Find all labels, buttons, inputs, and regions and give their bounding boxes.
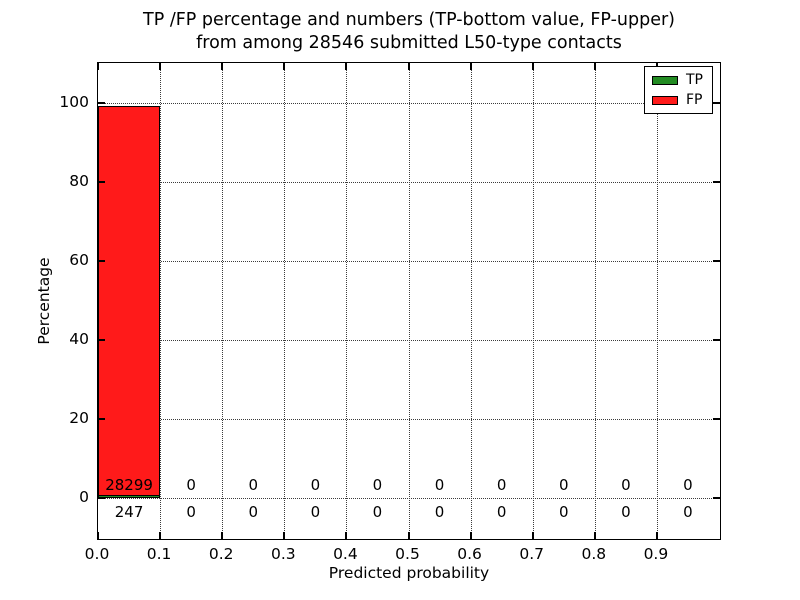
legend-entry-tp: TP [652,72,703,88]
count-annotation-tp: 0 [558,503,569,522]
x-tick-mark [159,532,162,539]
legend-entry-fp: FP [652,92,703,108]
x-tick-mark [97,532,99,539]
y-tick-mark [98,339,105,342]
count-annotation-tp: 0 [496,503,507,522]
count-annotation-fp: 0 [558,476,569,495]
bar-tp [98,494,161,499]
y-tick-label: 0 [79,488,89,507]
x-tick-mark-top [221,63,224,70]
y-tick-label: 20 [69,409,89,428]
x-tick-label: 0.1 [146,545,172,563]
y-tick-mark-right [713,259,720,262]
y-tick-mark-right [713,418,720,421]
x-tick-mark [655,532,658,539]
x-tick-mark [283,532,286,539]
count-annotation-fp: 0 [248,476,259,495]
count-annotation-fp: 0 [621,476,631,495]
chart-title: TP /FP percentage and numbers (TP-bottom… [143,10,675,30]
x-tick-mark-top [97,63,99,70]
count-annotation-tp: 0 [186,503,196,522]
x-tick-mark-top [407,63,410,70]
y-tick-mark [98,259,105,262]
count-annotation-tp: 247 [114,503,144,522]
y-tick-mark [98,180,105,183]
x-tick-mark-top [469,63,472,70]
legend-label-fp: FP [686,92,703,108]
vertical-gridline [470,63,472,539]
x-tick-mark [345,532,348,539]
x-tick-label: 0.6 [457,545,482,563]
x-tick-label: 0.4 [333,545,358,563]
count-annotation-tp: 0 [310,503,321,522]
count-annotation-fp: 28299 [105,476,153,495]
x-tick-label: 0.5 [395,545,420,563]
count-annotation-fp: 0 [683,476,693,495]
y-tick-label: 60 [69,250,89,269]
x-tick-label: 0.2 [208,545,234,563]
chart-subtitle: from among 28546 submitted L50-type cont… [196,33,622,53]
y-tick-mark [98,497,105,500]
bar-fp [98,106,161,499]
count-annotation-tp: 0 [683,503,693,522]
horizontal-gridline [98,419,720,421]
plot-area: TP FP 247 0 0 0 0 0 0 0 0 0 28299 0 0 0 0 0 0 0 0 0 [97,62,721,540]
y-tick-mark-right [713,497,720,500]
vertical-gridline [160,63,162,539]
count-annotation-fp: 0 [434,476,445,495]
y-tick-mark [98,101,105,104]
y-tick-mark-right [713,101,720,104]
x-tick-mark [407,532,410,539]
horizontal-gridline [98,181,720,183]
x-tick-mark [469,532,472,539]
legend: TP FP [644,66,713,114]
horizontal-gridline [98,498,720,500]
horizontal-gridline [98,260,720,262]
x-tick-mark [531,532,534,539]
vertical-gridline [532,63,534,539]
x-tick-mark [221,532,224,539]
count-annotation-fp: 0 [496,476,507,495]
x-tick-label: 0.9 [643,545,669,563]
vertical-gridline [656,63,658,539]
count-annotation-tp: 0 [621,503,631,522]
vertical-gridline [594,63,596,539]
count-annotation-tp: 0 [372,503,383,522]
horizontal-gridline [98,340,720,342]
y-tick-mark-right [713,180,720,183]
x-tick-label: 0.8 [581,545,607,563]
vertical-gridline [346,63,348,539]
x-axis-label: Predicted probability [328,564,490,582]
x-tick-label: 0.7 [519,545,545,563]
vertical-gridline [408,63,410,539]
legend-label-tp: TP [686,72,703,88]
x-tick-mark [593,532,596,539]
vertical-gridline [284,63,286,539]
y-tick-label: 40 [69,330,89,349]
x-tick-mark-top [531,63,534,70]
x-tick-mark-top [159,63,162,70]
count-annotation-fp: 0 [186,476,196,495]
x-tick-mark-top [345,63,348,70]
y-tick-label: 80 [69,171,89,190]
y-tick-mark [98,418,105,421]
x-tick-label: 0.0 [84,545,110,563]
x-tick-mark-top [593,63,596,70]
count-annotation-fp: 0 [310,476,321,495]
fp-color-swatch [652,95,678,105]
x-tick-mark-top [283,63,286,70]
vertical-gridline [222,63,224,539]
horizontal-gridline [98,102,720,104]
chart-title-block: TP /FP percentage and numbers (TP-bottom… [97,9,721,55]
y-tick-label: 100 [59,92,89,111]
count-annotation-tp: 0 [248,503,259,522]
y-tick-mark-right [713,339,720,342]
count-annotation-tp: 0 [434,503,445,522]
x-tick-label: 0.3 [270,545,296,563]
count-annotation-fp: 0 [372,476,383,495]
tp-color-swatch [652,75,678,85]
